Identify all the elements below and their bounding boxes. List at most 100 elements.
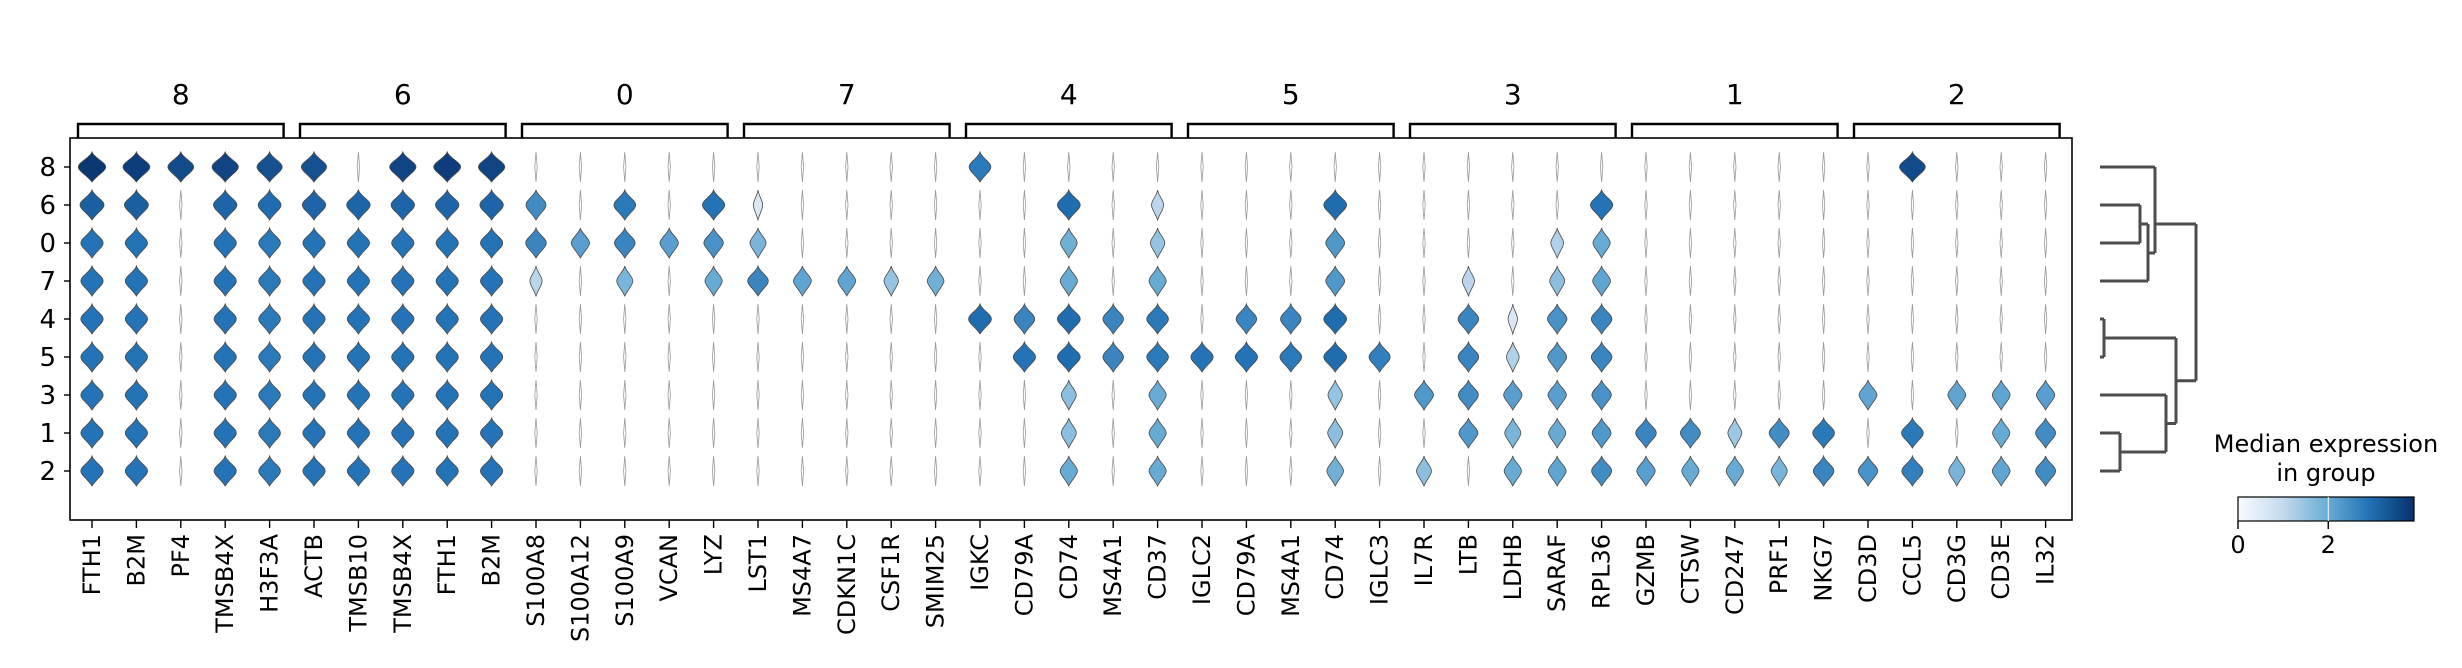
violin-mark	[1422, 303, 1426, 335]
violin-mark	[1910, 379, 1915, 411]
x-tick-label: PF4	[167, 534, 195, 578]
violin-mark	[1377, 417, 1382, 449]
violin-mark	[1368, 340, 1391, 373]
violin-mark	[435, 416, 459, 449]
violin-mark	[346, 416, 370, 449]
violin-mark	[1777, 303, 1781, 335]
violin-mark	[390, 188, 415, 221]
violin-mark	[356, 151, 361, 183]
violin-mark	[1457, 340, 1480, 373]
violin-mark	[1458, 417, 1479, 449]
violin-mark	[480, 264, 504, 297]
x-tick-label: CD247	[1721, 534, 1749, 615]
x-axis-gene-labels: FTH1 B2M PF4 TMSB4X H3F3A ACTB TMSB10 TMSB4X FTH…	[78, 520, 2060, 642]
violin-mark	[2043, 151, 2048, 183]
x-tick-label: H3F3A	[256, 533, 284, 612]
violin-mark	[667, 189, 671, 221]
violin-mark	[179, 227, 183, 259]
violin-mark	[179, 455, 183, 487]
violin-mark	[1333, 151, 1337, 183]
violin-mark	[1688, 379, 1693, 411]
violin-mark	[480, 454, 504, 487]
colorbar-tick-label: 0	[2230, 531, 2245, 559]
violin-mark	[1511, 151, 1515, 183]
violin-mark	[1955, 227, 1959, 259]
violin-mark	[933, 455, 938, 487]
violin-mark	[211, 150, 239, 183]
violin-mark	[1768, 417, 1790, 449]
violin-mark	[1688, 303, 1693, 335]
violin-mark	[1422, 151, 1426, 183]
violin-mark	[1466, 189, 1471, 221]
violin-mark	[301, 188, 327, 221]
violin-mark	[800, 379, 805, 411]
x-tick-label: PRF1	[1765, 534, 1793, 594]
violin-mark	[1377, 189, 1382, 221]
violin-mark	[1111, 227, 1115, 259]
violin-mark	[667, 341, 671, 373]
violin-mark	[1022, 455, 1027, 487]
violin-mark	[1547, 341, 1568, 373]
gene-group-bracket	[742, 122, 951, 138]
violin-mark	[1955, 417, 1959, 449]
violin-mark	[1821, 265, 1826, 297]
violin-mark	[1457, 379, 1479, 411]
violin-mark	[711, 303, 716, 335]
y-tick-label: 5	[39, 343, 56, 373]
x-tick-label: S100A8	[522, 534, 550, 627]
x-tick-label: CD3G	[1943, 534, 1971, 603]
violin-mark	[213, 188, 238, 221]
gene-group-label: 6	[394, 78, 412, 111]
violin-mark	[1599, 151, 1604, 183]
violin-mark	[213, 454, 237, 487]
violin-mark	[1733, 303, 1737, 335]
violin-mark	[667, 455, 671, 487]
violin-mark	[534, 151, 538, 183]
violin-mark	[1812, 454, 1835, 487]
violin-mark	[1955, 265, 1959, 297]
violin-mark	[889, 455, 893, 487]
violin-mark	[1466, 455, 1471, 487]
colorbar-tick-label: 2	[2321, 531, 2336, 559]
violin-mark	[578, 303, 583, 335]
violin-mark	[711, 151, 716, 183]
violin-mark	[1148, 417, 1167, 449]
x-tick-label: SARAF	[1543, 534, 1571, 612]
violin-mark	[883, 265, 899, 298]
x-tick-label: FTH1	[433, 534, 461, 595]
violin-mark	[1200, 455, 1204, 487]
violin-mark	[1591, 417, 1612, 449]
violin-mark	[1644, 151, 1648, 183]
violin-mark	[1244, 151, 1249, 183]
violin-mark	[1777, 341, 1781, 373]
violin-mark	[1325, 265, 1346, 297]
violin-mark	[258, 226, 281, 259]
violin-mark	[845, 303, 849, 335]
violin-mark	[179, 341, 183, 373]
gene-group-label: 1	[1726, 78, 1744, 111]
violin-mark	[756, 379, 760, 411]
violin-mark	[1327, 379, 1343, 412]
gene-group-label: 4	[1060, 78, 1078, 111]
violin-mark	[480, 378, 504, 411]
violin-mark	[1688, 341, 1693, 373]
violin-mark	[346, 226, 370, 259]
violin-mark	[1999, 265, 2003, 297]
violin-mark	[1955, 189, 1959, 221]
violin-mark	[889, 227, 893, 259]
violin-mark	[711, 341, 716, 373]
y-tick-label: 4	[39, 305, 56, 335]
gene-group-label: 7	[838, 78, 856, 111]
violin-mark	[1200, 151, 1204, 183]
x-tick-label: S100A12	[566, 534, 594, 642]
violin-mark	[926, 265, 945, 297]
violin-mark	[80, 340, 104, 373]
violin-mark	[711, 379, 716, 411]
violin-mark	[302, 302, 326, 335]
violin-mark	[1056, 302, 1081, 335]
violin-mark	[1190, 340, 1214, 373]
x-tick-label: CTSW	[1676, 534, 1704, 604]
gene-group-bracket	[1408, 122, 1617, 138]
violin-mark	[124, 226, 148, 259]
x-tick-label: B2M	[122, 534, 150, 586]
